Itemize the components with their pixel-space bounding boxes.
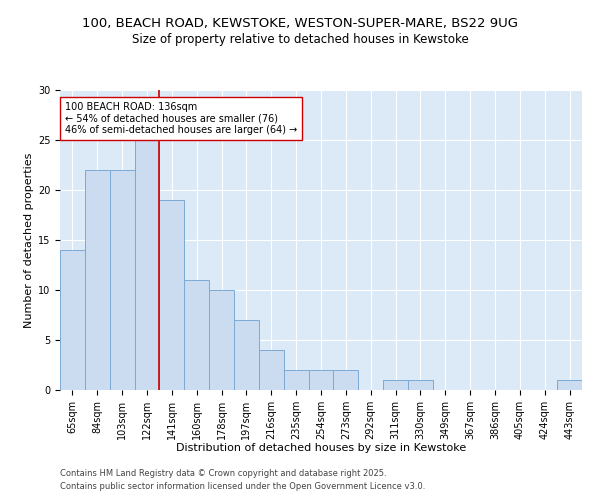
Bar — [408, 380, 433, 390]
Y-axis label: Number of detached properties: Number of detached properties — [23, 152, 34, 328]
Bar — [85, 170, 110, 390]
Text: Contains public sector information licensed under the Open Government Licence v3: Contains public sector information licen… — [60, 482, 425, 491]
Bar — [160, 200, 184, 390]
Bar — [284, 370, 308, 390]
X-axis label: Distribution of detached houses by size in Kewstoke: Distribution of detached houses by size … — [176, 444, 466, 454]
Bar — [334, 370, 358, 390]
Text: 100, BEACH ROAD, KEWSTOKE, WESTON-SUPER-MARE, BS22 9UG: 100, BEACH ROAD, KEWSTOKE, WESTON-SUPER-… — [82, 18, 518, 30]
Bar — [383, 380, 408, 390]
Bar — [209, 290, 234, 390]
Bar — [234, 320, 259, 390]
Bar — [110, 170, 134, 390]
Text: Size of property relative to detached houses in Kewstoke: Size of property relative to detached ho… — [131, 32, 469, 46]
Text: Contains HM Land Registry data © Crown copyright and database right 2025.: Contains HM Land Registry data © Crown c… — [60, 468, 386, 477]
Bar — [184, 280, 209, 390]
Bar — [557, 380, 582, 390]
Bar — [259, 350, 284, 390]
Bar — [60, 250, 85, 390]
Text: 100 BEACH ROAD: 136sqm
← 54% of detached houses are smaller (76)
46% of semi-det: 100 BEACH ROAD: 136sqm ← 54% of detached… — [65, 102, 298, 135]
Bar — [308, 370, 334, 390]
Bar — [134, 140, 160, 390]
